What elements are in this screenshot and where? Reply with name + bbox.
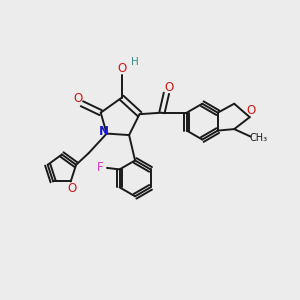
- Text: O: O: [247, 104, 256, 117]
- Text: O: O: [73, 92, 83, 105]
- Text: H: H: [130, 57, 138, 67]
- Text: O: O: [117, 62, 126, 75]
- Text: O: O: [67, 182, 76, 195]
- Text: N: N: [99, 125, 109, 138]
- Text: CH₃: CH₃: [249, 133, 267, 143]
- Text: F: F: [97, 160, 104, 173]
- Text: O: O: [164, 81, 173, 94]
